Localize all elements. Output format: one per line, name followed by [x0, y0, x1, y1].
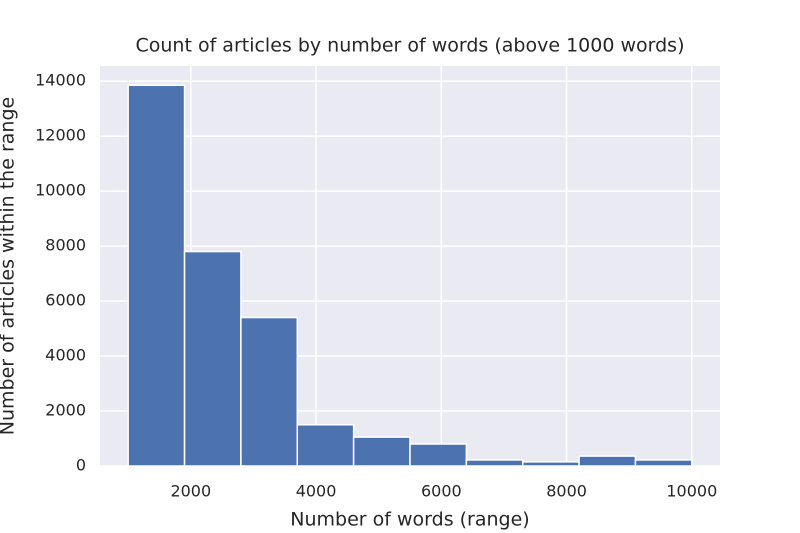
x-tick-label: 8000: [546, 482, 587, 501]
bar: [352, 436, 411, 467]
bar: [296, 424, 355, 467]
x-tick-label: 2000: [170, 482, 211, 501]
bar: [521, 461, 580, 467]
bar: [240, 316, 299, 467]
bar: [183, 250, 242, 467]
bar: [409, 443, 468, 467]
y-tick-label: 12000: [35, 126, 86, 145]
x-tick-label: 10000: [666, 482, 717, 501]
x-tick-label: 6000: [421, 482, 462, 501]
y-tick-label: 14000: [35, 71, 86, 90]
bar: [465, 459, 524, 467]
bar: [634, 459, 693, 467]
x-tick-label: 4000: [296, 482, 337, 501]
bar: [127, 84, 186, 467]
y-axis-label: Number of articles within the range: [0, 97, 19, 435]
y-tick-label: 2000: [45, 401, 86, 420]
x-axis-label: Number of words (range): [290, 509, 529, 531]
y-tick-label: 8000: [45, 236, 86, 255]
y-tick-label: 10000: [35, 181, 86, 200]
y-tick-label: 4000: [45, 346, 86, 365]
y-tick-label: 0: [76, 456, 86, 475]
bar: [578, 455, 637, 467]
y-tick-label: 6000: [45, 291, 86, 310]
chart-title: Count of articles by number of words (ab…: [135, 35, 684, 57]
